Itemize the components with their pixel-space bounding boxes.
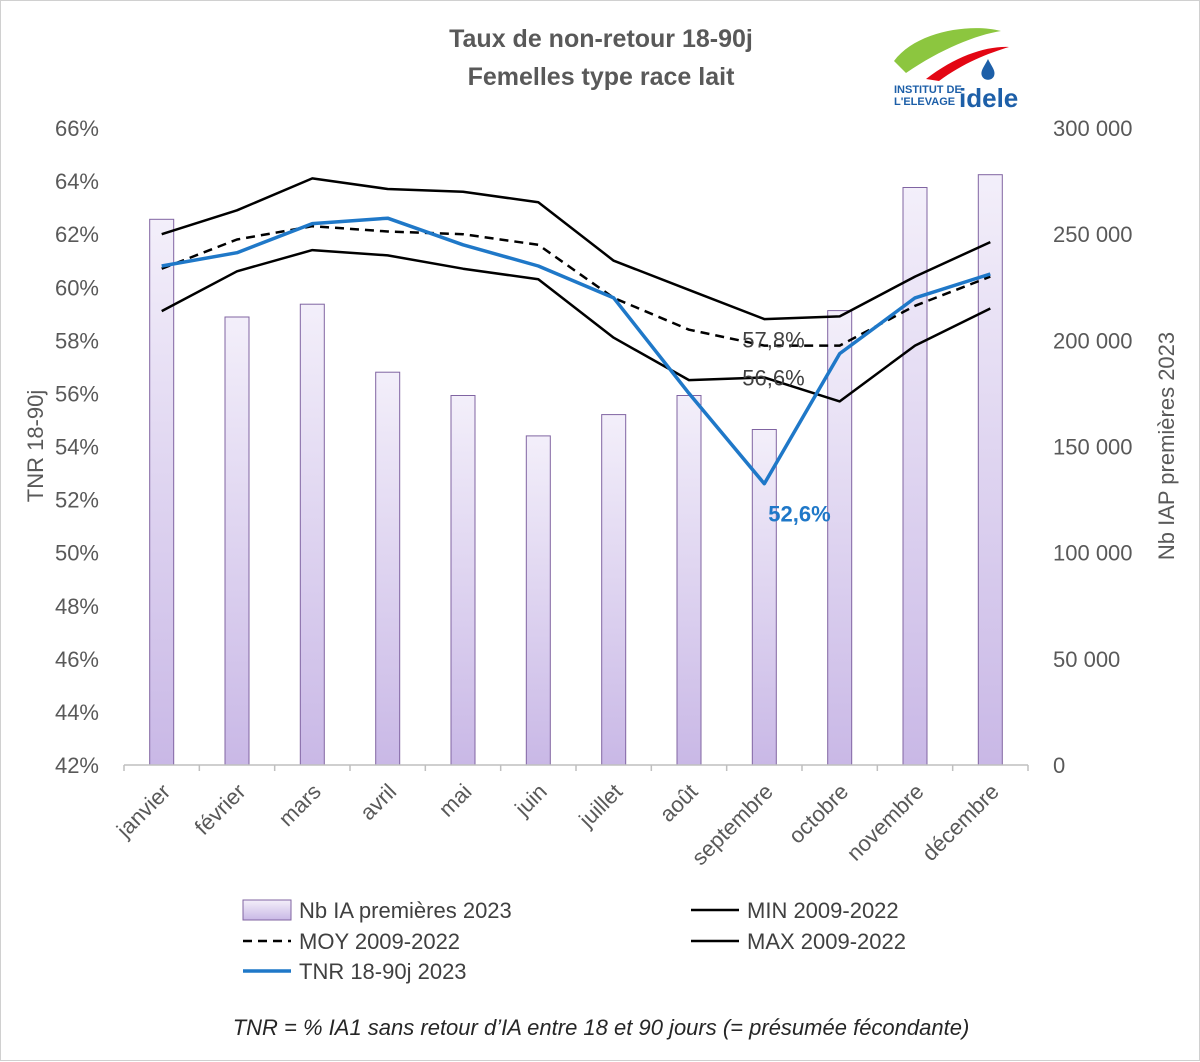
legend: Nb IA premières 2023 MIN 2009-2022 MOY 200… bbox=[242, 898, 906, 984]
legend-item: Nb IA premières 2023 bbox=[242, 898, 512, 923]
axes-layer: janvier février mars avril mai juin juillet aoû… bbox=[23, 116, 1179, 870]
y-tick-label: 58% bbox=[55, 328, 99, 353]
lines-layer bbox=[161, 177, 991, 486]
data-label: 57,8% bbox=[742, 328, 804, 353]
x-tick-label: juillet bbox=[573, 779, 627, 833]
series-line bbox=[161, 248, 991, 403]
y-tick-label: 62% bbox=[55, 222, 99, 247]
bar-juillet bbox=[601, 414, 627, 766]
x-tick-label: décembre bbox=[917, 779, 1004, 866]
y-axis-title: TNR 18-90j bbox=[23, 390, 48, 502]
data-label: 56,6% bbox=[742, 366, 804, 391]
annotations-layer: 57,8% 56,6% 52,6% bbox=[742, 328, 830, 527]
legend-label: MOY 2009-2022 bbox=[299, 929, 460, 954]
y-tick-label: 44% bbox=[55, 700, 99, 725]
y-tick-label: 46% bbox=[55, 647, 99, 672]
bar-mai bbox=[450, 395, 476, 766]
y-tick-label: 66% bbox=[55, 116, 99, 141]
series-line bbox=[161, 216, 991, 486]
y-tick-label: 52% bbox=[55, 488, 99, 513]
y2-axis-title: Nb IAP premières 2023 bbox=[1154, 332, 1179, 560]
bar-septembre bbox=[751, 429, 777, 766]
logo-drop-icon bbox=[981, 59, 995, 80]
bar-janvier bbox=[149, 218, 175, 766]
y2-tick-label: 300 000 bbox=[1053, 116, 1133, 141]
bar-novembre bbox=[902, 187, 928, 766]
y-tick-label: 48% bbox=[55, 594, 99, 619]
bar-décembre bbox=[977, 174, 1003, 766]
x-tick-label: avril bbox=[355, 779, 401, 825]
y2-tick-label: 200 000 bbox=[1053, 328, 1133, 353]
logo-green-swoosh bbox=[894, 28, 1001, 73]
legend-label: Nb IA premières 2023 bbox=[299, 898, 512, 923]
logo-line-2: L'ELEVAGE bbox=[894, 96, 955, 108]
series-line bbox=[161, 177, 991, 321]
y2-tick-label: 100 000 bbox=[1053, 541, 1133, 566]
y-tick-label: 60% bbox=[55, 275, 99, 300]
logo-red-swoosh bbox=[926, 46, 1009, 81]
legend-swatch bbox=[242, 899, 292, 921]
legend-label: TNR 18-90j 2023 bbox=[299, 959, 467, 984]
y-tick-label: 42% bbox=[55, 753, 99, 778]
x-tick-label: juin bbox=[509, 779, 552, 822]
chart-subtitle: Femelles type race lait bbox=[468, 63, 735, 91]
footnote: TNR = % IA1 sans retour d’IA entre 18 et… bbox=[233, 1015, 970, 1040]
y2-tick-label: 0 bbox=[1053, 753, 1065, 778]
logo-word: idele bbox=[959, 83, 1018, 113]
idele-logo: INSTITUT DE L'ELEVAGE idele bbox=[894, 28, 1018, 113]
x-tick-label: février bbox=[190, 779, 251, 840]
x-tick-label: mai bbox=[434, 779, 477, 822]
y2-tick-label: 150 000 bbox=[1053, 435, 1133, 460]
y2-tick-label: 50 000 bbox=[1053, 647, 1120, 672]
y2-tick-label: 250 000 bbox=[1053, 222, 1133, 247]
bar-février bbox=[224, 316, 250, 766]
y-tick-label: 64% bbox=[55, 169, 99, 194]
x-tick-label: mars bbox=[274, 779, 326, 831]
series-line bbox=[161, 224, 991, 347]
y-tick-label: 50% bbox=[55, 541, 99, 566]
bar-octobre bbox=[827, 310, 853, 766]
x-tick-label: novembre bbox=[842, 779, 929, 866]
y-tick-label: 54% bbox=[55, 435, 99, 460]
bars-layer bbox=[149, 174, 1003, 766]
y-tick-label: 56% bbox=[55, 381, 99, 406]
legend-item: MAX 2009-2022 bbox=[691, 929, 906, 954]
x-tick-label: août bbox=[655, 779, 703, 827]
legend-label: MAX 2009-2022 bbox=[747, 929, 906, 954]
x-tick-label: janvier bbox=[111, 779, 175, 843]
bar-août bbox=[676, 395, 702, 766]
legend-label: MIN 2009-2022 bbox=[747, 898, 899, 923]
chart-title: Taux de non-retour 18-90j bbox=[449, 25, 753, 53]
bar-juin bbox=[525, 435, 551, 766]
legend-item: MIN 2009-2022 bbox=[691, 898, 899, 923]
bar-mars bbox=[299, 303, 325, 766]
data-label: 52,6% bbox=[768, 502, 830, 527]
x-tick-label: septembre bbox=[687, 779, 778, 870]
x-tick-label: octobre bbox=[784, 779, 854, 849]
bar-avril bbox=[375, 371, 401, 766]
legend-item: TNR 18-90j 2023 bbox=[243, 959, 467, 984]
legend-item: MOY 2009-2022 bbox=[243, 929, 460, 954]
logo-line-1: INSTITUT DE bbox=[894, 84, 962, 96]
